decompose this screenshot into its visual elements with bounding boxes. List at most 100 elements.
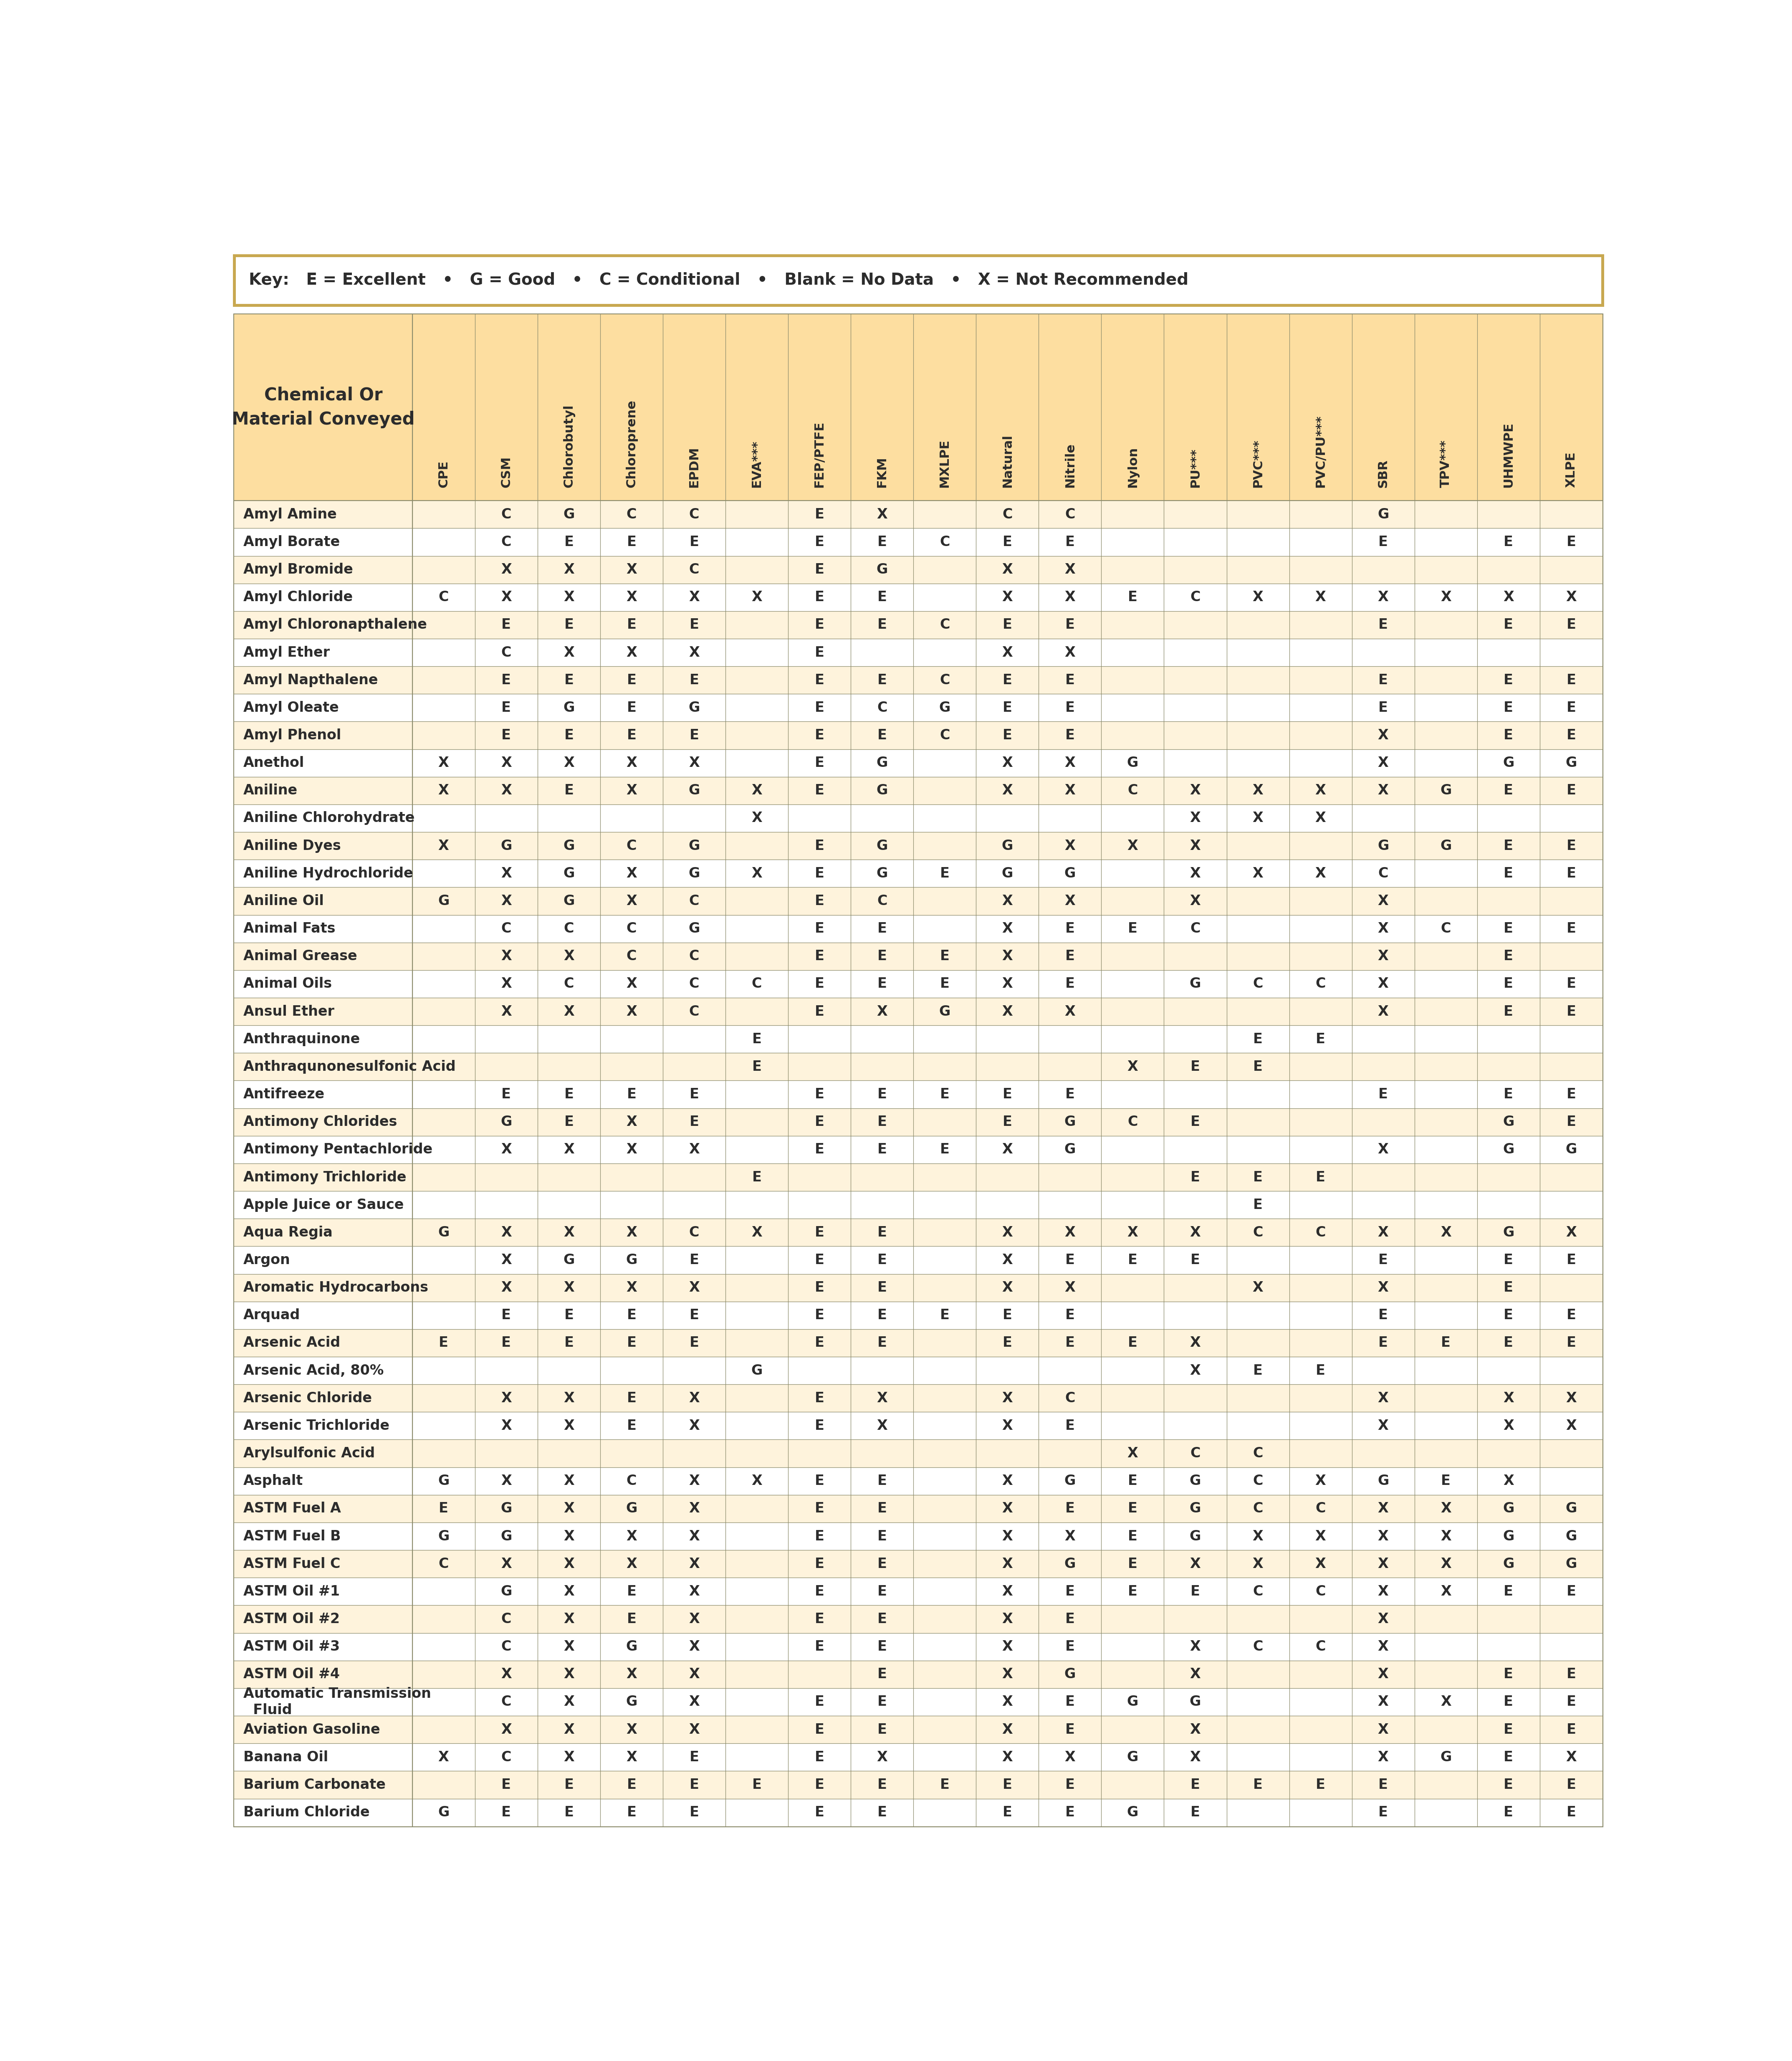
Text: E: E <box>1378 1336 1389 1350</box>
Text: X: X <box>1002 1226 1012 1239</box>
Text: E: E <box>941 866 950 880</box>
Text: X: X <box>1441 1502 1452 1515</box>
Text: Natural: Natural <box>1002 435 1014 488</box>
Text: X: X <box>1378 1004 1389 1018</box>
Text: E: E <box>878 1779 887 1791</box>
Text: E: E <box>1503 536 1512 548</box>
Text: X: X <box>1378 977 1389 991</box>
Text: E: E <box>1190 1585 1201 1599</box>
Bar <box>235 666 1602 695</box>
Text: X: X <box>563 1585 573 1599</box>
Text: X: X <box>1127 1447 1138 1461</box>
Text: X: X <box>1002 1723 1012 1737</box>
Text: Aniline Hydrochloride: Aniline Hydrochloride <box>244 866 414 880</box>
Text: E: E <box>1566 1723 1575 1737</box>
Text: X: X <box>502 1391 511 1406</box>
Text: X: X <box>1315 866 1326 880</box>
Text: X: X <box>1378 1641 1389 1653</box>
Text: E: E <box>1378 1088 1389 1101</box>
Text: G: G <box>1441 839 1452 853</box>
Text: X: X <box>1441 1585 1452 1599</box>
Text: X: X <box>1190 1667 1201 1682</box>
Text: C: C <box>502 1750 511 1764</box>
Text: C: C <box>1253 1226 1263 1239</box>
Text: Aniline Oil: Aniline Oil <box>244 894 324 909</box>
Text: G: G <box>625 1253 638 1268</box>
Bar <box>235 721 1602 750</box>
Bar <box>235 859 1602 888</box>
Text: G: G <box>1127 1750 1138 1764</box>
Text: X: X <box>876 1418 887 1432</box>
Text: E: E <box>878 921 887 936</box>
Text: X: X <box>502 1253 511 1268</box>
Text: X: X <box>502 1474 511 1488</box>
Text: E: E <box>815 1115 824 1129</box>
Text: E: E <box>878 618 887 633</box>
Text: X: X <box>1315 589 1326 604</box>
Text: E: E <box>815 1612 824 1626</box>
Text: X: X <box>563 1750 573 1764</box>
Text: X: X <box>1378 783 1389 798</box>
Text: E: E <box>502 1779 511 1791</box>
Bar <box>235 750 1602 777</box>
Text: E: E <box>564 1309 573 1323</box>
Text: X: X <box>625 1142 636 1156</box>
Text: X: X <box>751 1226 762 1239</box>
Text: E: E <box>1503 783 1512 798</box>
Text: E: E <box>815 866 824 880</box>
Text: G: G <box>688 866 701 880</box>
Text: E: E <box>878 1805 887 1820</box>
Text: X: X <box>625 563 636 577</box>
Text: Banana Oil: Banana Oil <box>244 1750 328 1764</box>
Text: E: E <box>1127 1556 1138 1570</box>
Bar <box>235 1274 1602 1303</box>
Text: X: X <box>502 1556 511 1570</box>
Text: X: X <box>688 1612 699 1626</box>
Bar <box>235 1770 1602 1799</box>
Text: G: G <box>939 701 950 715</box>
Text: G: G <box>500 1115 513 1129</box>
Text: X: X <box>563 645 573 660</box>
Bar <box>235 695 1602 721</box>
Text: E: E <box>878 1474 887 1488</box>
Text: E: E <box>627 1418 636 1432</box>
Text: E: E <box>815 563 824 577</box>
Text: E: E <box>1064 674 1075 686</box>
Text: G: G <box>1190 1529 1201 1544</box>
Text: Anethol: Anethol <box>244 756 305 771</box>
Text: X: X <box>625 1750 636 1764</box>
Text: X: X <box>563 1418 573 1432</box>
Bar <box>235 804 1602 833</box>
Text: E: E <box>878 1088 887 1101</box>
Text: C: C <box>690 894 699 909</box>
Text: G: G <box>1566 1502 1577 1515</box>
Text: X: X <box>625 1280 636 1294</box>
Text: X: X <box>751 1474 762 1488</box>
Text: E: E <box>502 618 511 633</box>
Text: ASTM Oil #4: ASTM Oil #4 <box>244 1667 340 1682</box>
Text: X: X <box>563 1226 573 1239</box>
Text: Antimony Trichloride: Antimony Trichloride <box>244 1171 407 1185</box>
Text: PU***: PU*** <box>1190 447 1201 488</box>
Bar <box>235 1329 1602 1356</box>
Text: C: C <box>1378 866 1389 880</box>
Bar <box>235 833 1602 859</box>
Text: E: E <box>815 756 824 771</box>
Text: E: E <box>1064 977 1075 991</box>
Text: E: E <box>815 618 824 633</box>
Text: E: E <box>1002 1115 1012 1129</box>
Text: EPDM: EPDM <box>688 447 701 488</box>
Text: E: E <box>1127 921 1138 936</box>
Text: Amyl Oleate: Amyl Oleate <box>244 701 339 715</box>
Text: C: C <box>439 589 448 604</box>
Text: TPV***: TPV*** <box>1439 439 1452 488</box>
Bar <box>235 1026 1602 1053</box>
Text: E: E <box>815 1004 824 1018</box>
Text: E: E <box>815 1641 824 1653</box>
Text: Anthraquinone: Anthraquinone <box>244 1033 360 1047</box>
Text: X: X <box>1064 645 1075 660</box>
Text: X: X <box>688 1391 699 1406</box>
Text: G: G <box>876 839 887 853</box>
Text: X: X <box>625 1529 636 1544</box>
Text: X: X <box>625 894 636 909</box>
